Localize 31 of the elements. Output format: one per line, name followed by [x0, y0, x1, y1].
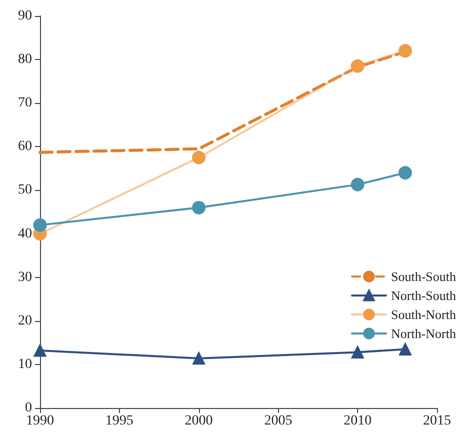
y-tick-label: 90 [18, 8, 32, 24]
x-tick-label: 2015 [423, 414, 451, 428]
point [192, 200, 206, 214]
point [350, 59, 364, 73]
point [398, 342, 412, 356]
y-tick-label: 10 [18, 356, 32, 372]
y-tick-label: 0 [25, 400, 32, 416]
x-tick-label: 2000 [184, 414, 213, 428]
point [192, 150, 206, 164]
x-tick-label: 2005 [264, 414, 292, 428]
x-tick-label: 1990 [26, 414, 54, 428]
y-tick-label: 40 [18, 226, 32, 242]
x-tick-label: 1995 [105, 414, 134, 428]
legend-label: South-North [390, 307, 456, 322]
y-tick-label: 30 [18, 270, 32, 285]
point [398, 166, 412, 180]
legend-label: North-North [390, 326, 456, 341]
point [33, 218, 47, 232]
y-tick-label: 60 [18, 139, 32, 154]
point [398, 44, 412, 58]
legend-label: North-South [390, 288, 456, 303]
point [351, 346, 364, 358]
y-tick-label: 50 [18, 182, 32, 198]
point [192, 352, 206, 365]
point [34, 344, 46, 357]
y-tick-label: 80 [18, 52, 32, 68]
legend-label: South-South [390, 269, 456, 284]
y-tick-label: 70 [18, 96, 32, 111]
y-tick-label: 20 [18, 313, 32, 328]
x-tick-label: 2010 [344, 414, 372, 428]
point [350, 178, 364, 192]
